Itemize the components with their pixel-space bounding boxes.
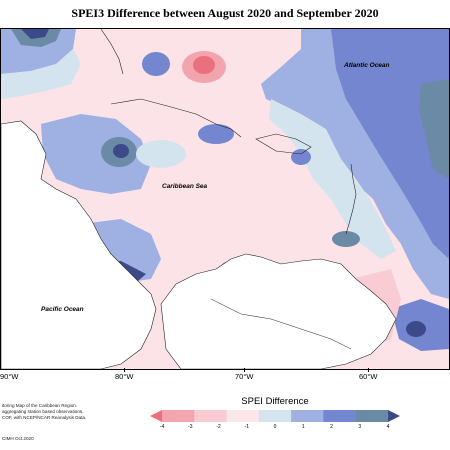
gulf-light-blue [1,49,81,99]
legend-segment [355,410,389,422]
legend-color-bar [150,410,400,422]
legend-tick-label: 1 [301,424,305,430]
central-america-land [1,120,157,369]
atlantic-strong-wet [419,79,449,179]
lon-tick-70w [244,368,245,372]
legend-segment [162,410,195,422]
legend-segment [150,410,162,422]
legend-title: SPEI Difference [241,396,309,407]
credit-text: itoring Map of the Caribbean Region. agg… [2,403,112,422]
legend-segment [258,410,292,422]
hispaniola-wet-spot [291,149,311,165]
colombia-coast-wet [332,231,360,247]
legend-tick-label: 3 [358,424,362,430]
legend-segment [226,410,260,422]
florida-land [100,29,124,75]
atlantic-ocean-label: Atlantic Ocean [344,62,390,69]
lon-label-70w: 70°W [235,372,254,381]
legend-segment [388,410,400,422]
lon-tick-60w [368,368,369,372]
guianas-strong [406,321,426,337]
atlantic-wet-core [331,29,449,259]
map-area[interactable] [0,28,450,370]
lon-tick-80w [124,368,125,372]
spei-difference-map [1,29,449,369]
lon-label-90w: 90°W [0,372,19,381]
legend-segment [291,410,324,422]
lesser-antilles [345,163,357,235]
colombia-venezuela-border [210,298,352,350]
gulf-strong-wet [21,29,49,39]
legend-segment [194,410,228,422]
legend-tick-label: -3 [188,424,193,430]
legend-tick-label: -1 [244,424,249,430]
legend-tick-label: 4 [386,424,390,430]
legend-tick-label: 2 [330,424,333,430]
credit-line-3: COF, with NCEP/NCAR Reanalysis Data. [2,415,87,421]
legend-tick-label: -2 [216,424,221,430]
credit-line-2: aggregating station based observations, [2,409,84,415]
bahamas-dry-core [193,56,215,74]
western-caribbean-strong [113,144,129,158]
central-light-blue [136,140,186,168]
cuba-land [110,98,242,138]
legend-tick-label: 0 [273,424,277,430]
credit-line-1: itoring Map of the Caribbean Region. [2,403,78,408]
lon-label-60w: 60°W [359,372,378,381]
hispaniola-land [255,133,312,155]
western-caribbean-wet [41,114,151,194]
lon-label-80w: 80°W [115,372,134,381]
copyright-text: CIMH Oct.2020 [2,436,34,441]
atlantic-transition [269,99,396,259]
south-america-land [160,253,397,369]
pacific-ocean-label: Pacific Ocean [41,306,84,313]
legend-tick-label: -4 [159,424,165,430]
map-title: SPEI3 Difference between August 2020 and… [71,6,379,20]
cuba-wet-spot [198,124,234,144]
florida-wet-spot [142,52,170,76]
legend-segment [323,410,357,422]
caribbean-sea-label: Caribbean Sea [162,183,208,190]
